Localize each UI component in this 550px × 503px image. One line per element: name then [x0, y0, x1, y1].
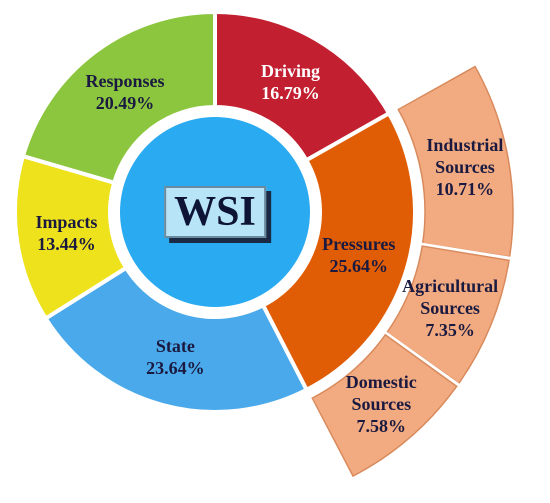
label-name: State [155, 335, 195, 356]
label-name: Agricultural Sources [402, 276, 499, 319]
label-value: 13.44% [37, 233, 96, 254]
segment-label: Responses 20.49% [65, 70, 185, 114]
segment-label: Impacts 13.44% [6, 211, 126, 255]
label-value: 7.35% [425, 320, 475, 341]
segment [213, 9, 392, 163]
label-name: Driving [260, 61, 320, 82]
center-label: WSI [164, 186, 266, 238]
segment-label: Pressures 25.64% [299, 233, 419, 277]
label-value: 7.58% [356, 415, 407, 436]
segment-label: Domestic Sources 7.58% [321, 371, 441, 437]
label-name: Pressures [322, 233, 396, 254]
label-name: Domestic Sources [345, 371, 417, 414]
label-value: 16.79% [261, 83, 320, 104]
segment-label: State 23.64% [115, 335, 235, 379]
segment-label: Industrial Sources 10.71% [405, 134, 525, 200]
label-value: 23.64% [146, 357, 205, 378]
label-value: 20.49% [95, 93, 155, 114]
sub-segment-border [311, 333, 458, 478]
label-name: Industrial Sources [426, 134, 504, 177]
segment [260, 110, 417, 393]
segment [42, 265, 310, 414]
segment-label: Driving 16.79% [231, 60, 351, 104]
label-name: Responses [85, 71, 165, 92]
label-value: 10.71% [435, 178, 495, 199]
label-name: Impacts [35, 211, 98, 232]
sub-segment [307, 329, 463, 482]
segment [20, 9, 217, 186]
label-value: 25.64% [329, 255, 389, 276]
segment-label: Agricultural Sources 7.35% [390, 275, 510, 341]
